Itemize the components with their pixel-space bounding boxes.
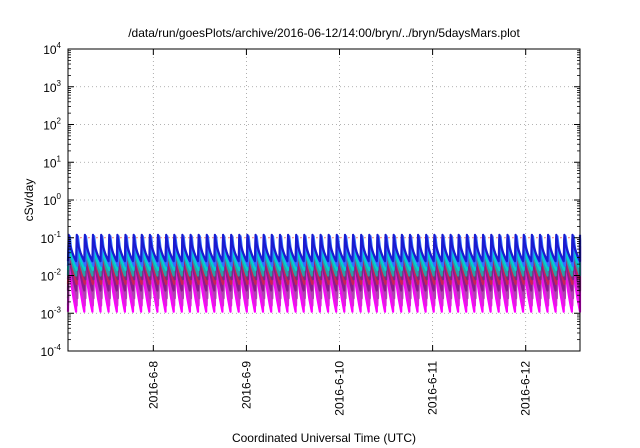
x-tick-label: 2016-6-8	[146, 361, 160, 409]
y-tick-label: 104	[43, 41, 61, 57]
y-tick-label: 10-4	[41, 343, 62, 359]
x-tick-label: 2016-6-10	[333, 361, 347, 416]
series-line-4	[66, 238, 582, 292]
y-tick-label: 10-1	[41, 230, 62, 246]
y-tick-label: 10-3	[41, 305, 62, 321]
grid-lines	[68, 49, 580, 351]
series-line-7	[66, 236, 582, 277]
y-tick-label: 100	[43, 192, 61, 208]
y-axis-label: cSv/day	[22, 179, 36, 222]
y-tick-labels: 10-4 10-3 10-2 10-1 100 101 102 103 104	[41, 41, 62, 359]
series-line-1	[66, 245, 582, 313]
y-tick-label: 10-2	[41, 268, 62, 284]
y-tick-label: 101	[43, 154, 61, 170]
x-tick-label: 2016-6-11	[426, 361, 440, 415]
axis-ticks	[68, 48, 580, 352]
series-line-10	[66, 233, 582, 263]
series-line-8	[66, 240, 581, 272]
series-group	[66, 233, 582, 313]
x-tick-label: 2016-6-12	[519, 361, 533, 416]
x-tick-labels: 2016-6-8 2016-6-9 2016-6-10 2016-6-11 2016-6…	[146, 361, 532, 416]
x-axis-label: Coordinated Universal Time (UTC)	[232, 431, 416, 445]
y-tick-label: 102	[43, 117, 61, 133]
x-tick-label: 2016-6-9	[239, 361, 253, 409]
y-tick-label: 103	[43, 79, 61, 95]
chart-title: /data/run/goesPlots/archive/2016-06-12/1…	[128, 26, 520, 40]
